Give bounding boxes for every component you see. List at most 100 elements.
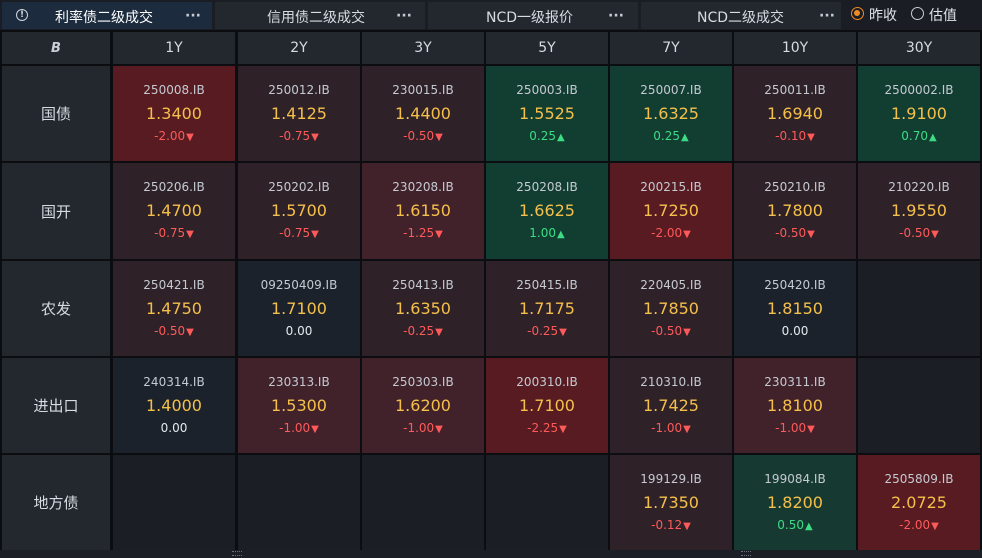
bond-code: 250008.IB <box>143 83 205 97</box>
quote-cell[interactable]: 230311.IB 1.8100 -1.00▼ <box>734 358 856 453</box>
quote-cell[interactable]: 250420.IB 1.8150 0.00 <box>734 261 856 356</box>
arrow-down-icon: ▼ <box>435 327 443 338</box>
yield-value: 1.4400 <box>395 104 451 123</box>
arrow-down-icon: ▼ <box>807 132 815 143</box>
quote-cell[interactable]: 2505809.IB 2.0725 -2.00▼ <box>858 455 980 550</box>
empty-cell <box>858 261 980 356</box>
change-value: -1.25▼ <box>362 226 484 240</box>
change-text: -1.25 <box>403 226 435 240</box>
more-icon[interactable]: ··· <box>185 8 201 24</box>
tab-credit-bond-secondary[interactable]: 信用债二级成交 ··· <box>215 2 425 29</box>
bottom-resize-bar[interactable] <box>0 550 982 558</box>
yield-value: 1.6350 <box>395 299 451 318</box>
quote-cell[interactable]: 230208.IB 1.6150 -1.25▼ <box>362 163 484 259</box>
quote-cell[interactable]: 250008.IB 1.3400 -2.00▼ <box>113 66 235 161</box>
prev-close-radio[interactable] <box>851 7 864 20</box>
quote-cell[interactable]: 220405.IB 1.7850 -0.50▼ <box>610 261 732 356</box>
estimate-radio[interactable] <box>911 7 924 20</box>
arrow-down-icon: ▼ <box>683 327 691 338</box>
quote-cell[interactable]: 250206.IB 1.4700 -0.75▼ <box>113 163 235 259</box>
tab-rate-bond-secondary[interactable]: ! 利率债二级成交 ··· <box>2 2 212 29</box>
change-value: -1.00▼ <box>362 421 484 435</box>
tab-ncd-primary[interactable]: NCD一级报价 ··· <box>428 2 638 29</box>
yield-value: 1.8150 <box>767 299 823 318</box>
yield-value: 1.7800 <box>767 201 823 220</box>
change-text: 0.00 <box>781 324 809 338</box>
arrow-down-icon: ▼ <box>311 424 319 435</box>
tab-label: NCD二级成交 <box>697 10 785 26</box>
quote-cell[interactable]: 09250409.IB 1.7100 0.00 <box>238 261 360 356</box>
change-text: -0.75 <box>279 129 311 143</box>
change-text: -0.25 <box>403 324 435 338</box>
corner-cell: B <box>2 32 110 64</box>
quote-cell[interactable]: 250011.IB 1.6940 -0.10▼ <box>734 66 856 161</box>
arrow-up-icon: ▲ <box>681 132 689 143</box>
change-value: -1.00▼ <box>734 421 856 435</box>
change-text: -0.75 <box>154 226 186 240</box>
arrow-down-icon: ▼ <box>435 132 443 143</box>
quote-cell[interactable]: 250202.IB 1.5700 -0.75▼ <box>238 163 360 259</box>
change-value: -0.75▼ <box>238 129 360 143</box>
quote-cell[interactable]: 250003.IB 1.5525 0.25▲ <box>486 66 608 161</box>
resize-grip-icon[interactable] <box>232 551 242 556</box>
change-value: -0.10▼ <box>734 129 856 143</box>
change-text: -0.50 <box>775 226 807 240</box>
yield-value: 1.6325 <box>643 104 699 123</box>
quote-cell[interactable]: 240314.IB 1.4000 0.00 <box>113 358 235 453</box>
yield-value: 1.4700 <box>146 201 202 220</box>
quote-cell[interactable]: 210310.IB 1.7425 -1.00▼ <box>610 358 732 453</box>
row-label: 国开 <box>2 163 110 259</box>
bond-logo-icon: B <box>51 40 61 56</box>
bond-code: 2500002.IB <box>884 83 954 97</box>
quote-cell[interactable]: 199129.IB 1.7350 -0.12▼ <box>610 455 732 550</box>
change-text: 0.00 <box>285 324 313 338</box>
arrow-down-icon: ▼ <box>931 229 939 240</box>
quote-cell[interactable]: 230015.IB 1.4400 -0.50▼ <box>362 66 484 161</box>
change-text: -0.25 <box>527 324 559 338</box>
quote-cell[interactable]: 250303.IB 1.6200 -1.00▼ <box>362 358 484 453</box>
change-value: -0.25▼ <box>362 324 484 338</box>
arrow-down-icon: ▼ <box>683 424 691 435</box>
bond-code: 250303.IB <box>392 375 454 389</box>
quote-cell[interactable]: 199084.IB 1.8200 0.50▲ <box>734 455 856 550</box>
tab-label: NCD一级报价 <box>486 10 574 26</box>
bond-code: 250007.IB <box>640 83 702 97</box>
tab-label: 信用债二级成交 <box>267 10 365 26</box>
quote-cell[interactable]: 250421.IB 1.4750 -0.50▼ <box>113 261 235 356</box>
quote-cell[interactable]: 250208.IB 1.6625 1.00▲ <box>486 163 608 259</box>
quote-cell[interactable]: 2500002.IB 1.9100 0.70▲ <box>858 66 980 161</box>
yield-value: 1.4000 <box>146 396 202 415</box>
quote-cell[interactable]: 250413.IB 1.6350 -0.25▼ <box>362 261 484 356</box>
quote-cell[interactable]: 250012.IB 1.4125 -0.75▼ <box>238 66 360 161</box>
bond-code: 199129.IB <box>640 472 702 486</box>
prev-close-label[interactable]: 昨收 <box>869 8 897 24</box>
quote-cell[interactable]: 250210.IB 1.7800 -0.50▼ <box>734 163 856 259</box>
quote-cell[interactable]: 230313.IB 1.5300 -1.00▼ <box>238 358 360 453</box>
more-icon[interactable]: ··· <box>608 8 624 24</box>
change-value: 0.25▲ <box>486 129 608 143</box>
quote-cell[interactable]: 210220.IB 1.9550 -0.50▼ <box>858 163 980 259</box>
quote-cell[interactable]: 200310.IB 1.7100 -2.25▼ <box>486 358 608 453</box>
arrow-down-icon: ▼ <box>186 229 194 240</box>
more-icon[interactable]: ··· <box>819 8 835 24</box>
change-text: 0.50 <box>777 518 804 532</box>
yield-value: 1.5300 <box>271 396 327 415</box>
tenor-header-5y: 5Y <box>486 32 608 64</box>
bond-code: 200215.IB <box>640 180 702 194</box>
arrow-up-icon: ▲ <box>557 229 565 240</box>
yield-value: 1.7425 <box>643 396 699 415</box>
change-text: 0.25 <box>529 129 556 143</box>
empty-cell <box>486 455 608 550</box>
resize-grip-icon[interactable] <box>741 551 751 556</box>
bond-code: 250011.IB <box>764 83 826 97</box>
info-icon[interactable]: ! <box>16 9 28 21</box>
bond-code: 230015.IB <box>392 83 454 97</box>
bond-code: 250415.IB <box>516 278 578 292</box>
quote-cell[interactable]: 200215.IB 1.7250 -2.00▼ <box>610 163 732 259</box>
quote-cell[interactable]: 250415.IB 1.7175 -0.25▼ <box>486 261 608 356</box>
more-icon[interactable]: ··· <box>396 8 412 24</box>
change-value: 0.70▲ <box>858 129 980 143</box>
estimate-label[interactable]: 估值 <box>929 8 957 24</box>
tab-ncd-secondary[interactable]: NCD二级成交 ··· <box>641 2 841 29</box>
quote-cell[interactable]: 250007.IB 1.6325 0.25▲ <box>610 66 732 161</box>
